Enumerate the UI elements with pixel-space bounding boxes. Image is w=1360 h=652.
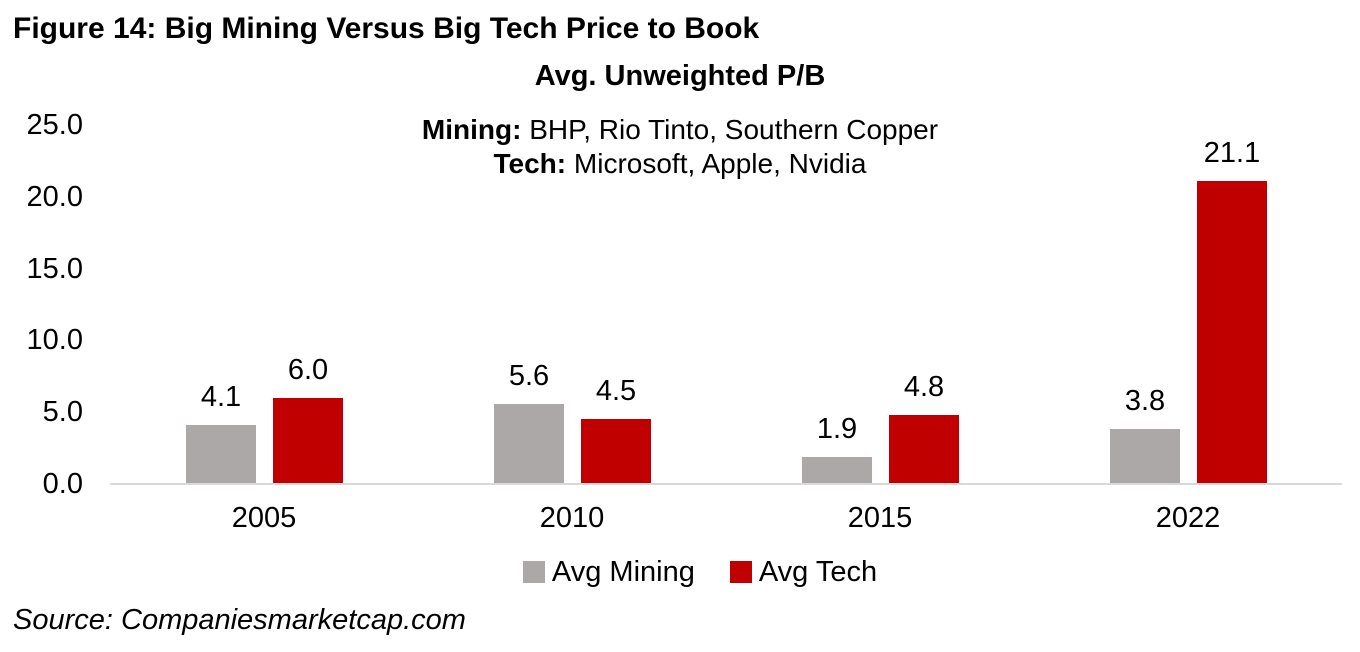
bar-avg-mining-2015 [802, 457, 872, 484]
legend-label-avg-mining: Avg Mining [551, 556, 695, 588]
y-axis-tick-label: 0.0 [42, 468, 83, 500]
bar-value-label-avg-mining-2015: 1.9 [816, 413, 858, 445]
bar-value-label-avg-mining-2022: 3.8 [1124, 385, 1166, 417]
bar-value-label-avg-mining-2005: 4.1 [200, 381, 242, 413]
y-axis-tick-label: 5.0 [42, 396, 83, 429]
y-axis-tick-label: 20.0 [26, 180, 83, 213]
chart-legend: Avg Mining Avg Tech [20, 556, 1360, 588]
legend-item-avg-tech: Avg Tech [729, 556, 878, 588]
bar-value-label-avg-mining-2010: 5.6 [508, 360, 550, 392]
chart-annotations: Mining: BHP, Rio Tinto, Southern Copper … [0, 113, 1360, 181]
bar-avg-mining-2005 [186, 425, 256, 484]
y-axis-tick-label: 10.0 [26, 324, 83, 357]
legend-item-avg-mining: Avg Mining [522, 556, 695, 588]
bar-avg-tech-2010 [581, 419, 651, 484]
bar-avg-tech-2005 [273, 398, 343, 484]
figure-title: Figure 14: Big Mining Versus Big Tech Pr… [13, 12, 760, 45]
bar-avg-tech-2015 [889, 415, 959, 484]
annotation-mining: Mining: BHP, Rio Tinto, Southern Copper [0, 113, 1360, 147]
legend-swatch-mining-icon [522, 561, 545, 583]
annotation-mining-label: Mining: [421, 114, 522, 145]
bar-value-label-avg-tech-2022: 21.1 [1203, 137, 1261, 169]
bar-value-label-avg-tech-2005: 6.0 [287, 354, 329, 386]
x-axis-label-2015: 2015 [847, 502, 913, 534]
annotation-tech: Tech: Microsoft, Apple, Nvidia [0, 147, 1360, 181]
legend-label-avg-tech: Avg Tech [758, 556, 878, 588]
y-axis-tick-label: 15.0 [26, 252, 83, 285]
x-axis-label-2022: 2022 [1155, 502, 1221, 534]
bar-value-label-avg-tech-2015: 4.8 [903, 371, 945, 403]
chart-title: Avg. Unweighted P/B [534, 60, 826, 92]
annotation-tech-text: Microsoft, Apple, Nvidia [566, 148, 867, 179]
bar-avg-mining-2022 [1110, 429, 1180, 484]
x-axis-baseline [110, 483, 1342, 485]
bar-value-label-avg-tech-2010: 4.5 [595, 375, 637, 407]
legend-swatch-tech-icon [729, 561, 752, 583]
y-axis-tick-label: 25.0 [26, 109, 83, 141]
x-axis-label-2005: 2005 [231, 502, 297, 534]
bar-avg-tech-2022 [1197, 181, 1267, 484]
x-axis-label-2010: 2010 [539, 502, 605, 534]
annotation-tech-label: Tech: [493, 148, 567, 179]
bar-avg-mining-2010 [494, 404, 564, 484]
source-note: Source: Companiesmarketcap.com [13, 604, 466, 636]
annotation-mining-text: BHP, Rio Tinto, Southern Copper [521, 114, 939, 145]
